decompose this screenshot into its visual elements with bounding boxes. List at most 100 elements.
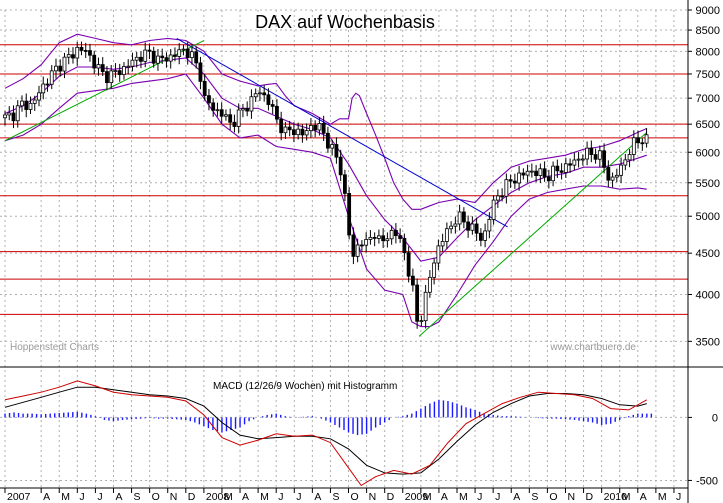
candle-body bbox=[491, 199, 496, 220]
y-tick-label: 3500 bbox=[696, 336, 720, 348]
candle-body bbox=[444, 228, 449, 242]
candle-body bbox=[11, 112, 16, 122]
candle-body bbox=[130, 59, 135, 67]
x-tick-label: D bbox=[188, 491, 196, 503]
candle-body bbox=[359, 244, 364, 247]
candle-body bbox=[580, 158, 585, 161]
candle-body bbox=[109, 70, 114, 84]
candle-body bbox=[432, 262, 437, 278]
candle-body bbox=[334, 144, 339, 158]
x-tick-label: J bbox=[278, 491, 283, 503]
x-tick-label: M bbox=[622, 491, 631, 503]
x-tick-label: A bbox=[314, 491, 321, 503]
candles bbox=[3, 41, 649, 329]
candle-body bbox=[415, 284, 420, 322]
chart-title: DAX auf Wochenbasis bbox=[255, 12, 435, 32]
candle-body bbox=[241, 108, 245, 111]
x-tick-label: D bbox=[586, 491, 594, 503]
candle-body bbox=[168, 54, 173, 62]
candle-body bbox=[202, 81, 207, 97]
candle-body bbox=[190, 51, 194, 58]
y-tick-label: 4000 bbox=[696, 290, 720, 302]
bollinger-middle bbox=[4, 57, 647, 262]
y-tick-label: 8500 bbox=[696, 25, 720, 37]
x-tick-label: J bbox=[495, 491, 500, 503]
candle-body bbox=[62, 56, 67, 72]
y-tick-label: 6500 bbox=[696, 119, 720, 131]
candle-body bbox=[351, 234, 356, 257]
candle-body bbox=[75, 46, 80, 59]
candle-body bbox=[559, 170, 564, 173]
candle-body bbox=[402, 238, 407, 254]
x-tick-label: O bbox=[549, 491, 557, 503]
candle-body bbox=[41, 83, 46, 94]
candle-body bbox=[300, 128, 305, 136]
candle-body bbox=[534, 170, 538, 176]
x-tick-label: J bbox=[97, 491, 102, 503]
candle-body bbox=[508, 179, 513, 182]
x-tick-label: N bbox=[369, 491, 377, 503]
y-tick-label: 5000 bbox=[696, 211, 720, 223]
candle-body bbox=[487, 219, 492, 232]
candle-body bbox=[606, 166, 611, 181]
candle-body bbox=[368, 236, 373, 240]
candle-body bbox=[122, 66, 126, 75]
candle-body bbox=[279, 118, 284, 134]
candle-body bbox=[521, 172, 526, 176]
candle-body bbox=[631, 137, 636, 155]
candle-body bbox=[228, 114, 233, 123]
x-tick-label: M bbox=[224, 491, 233, 503]
candle-body bbox=[24, 100, 29, 110]
candle-body bbox=[49, 70, 54, 85]
candle-body bbox=[640, 142, 645, 145]
candle-body bbox=[304, 130, 309, 136]
candle-body bbox=[542, 168, 547, 178]
x-tick-label: A bbox=[242, 491, 249, 503]
candle-body bbox=[177, 49, 182, 57]
y-tick-label: 4500 bbox=[696, 248, 720, 260]
candle-body bbox=[113, 70, 118, 73]
trendline bbox=[176, 37, 508, 228]
candle-body bbox=[15, 105, 20, 122]
candle-body bbox=[181, 48, 186, 51]
candle-body bbox=[343, 174, 347, 194]
candle-body bbox=[470, 223, 475, 231]
y-tick-label: 5500 bbox=[696, 178, 720, 190]
candle-body bbox=[105, 71, 109, 84]
candle-body bbox=[623, 159, 628, 166]
candle-body bbox=[619, 164, 623, 176]
candle-body bbox=[317, 123, 322, 131]
x-tick-label: A bbox=[640, 491, 647, 503]
candle-body bbox=[151, 50, 156, 64]
candle-body bbox=[483, 230, 488, 241]
x-tick-label: A bbox=[115, 491, 122, 503]
candle-body bbox=[270, 104, 275, 107]
candle-body bbox=[466, 221, 471, 231]
candle-body bbox=[37, 92, 41, 101]
candle-body bbox=[143, 49, 148, 62]
candle-body bbox=[28, 102, 33, 110]
x-tick-label: D bbox=[387, 491, 395, 503]
horizontal-levels bbox=[0, 44, 688, 315]
candle-body bbox=[96, 64, 101, 69]
candle-body bbox=[156, 55, 160, 64]
candle-body bbox=[576, 158, 581, 161]
x-tick-label: 2009 bbox=[405, 491, 429, 503]
candle-body bbox=[602, 150, 606, 168]
candle-body bbox=[330, 144, 335, 149]
macd-panel bbox=[0, 366, 723, 487]
candle-body bbox=[139, 56, 143, 62]
candle-body bbox=[79, 46, 84, 51]
watermark-right: www.chartbuero.de bbox=[549, 342, 636, 353]
y-tick-label: 7500 bbox=[696, 69, 720, 81]
candle-body bbox=[478, 232, 483, 241]
candle-body bbox=[406, 252, 411, 277]
candle-body bbox=[32, 99, 37, 104]
candle-body bbox=[313, 124, 318, 131]
candle-body bbox=[54, 65, 58, 72]
candle-body bbox=[385, 238, 390, 242]
candle-body bbox=[92, 54, 97, 69]
candle-body bbox=[585, 147, 589, 160]
candle-body bbox=[538, 168, 543, 176]
